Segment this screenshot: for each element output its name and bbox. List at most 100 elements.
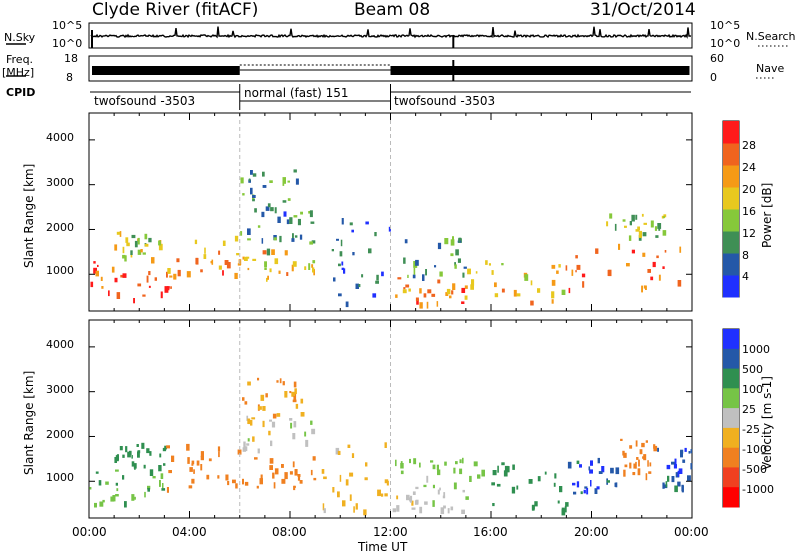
velocity-cell [250,420,253,426]
power-cell [571,269,574,276]
power-cb-tick-24: 24 [742,161,756,174]
velocity-cell [437,469,441,476]
power-cell [247,228,251,235]
power-cell [311,240,316,244]
velocity-cell [561,509,566,516]
power-colorbar-band [723,209,739,232]
power-cell [431,293,436,297]
velocity-cell [191,463,194,466]
velocity-cell [363,509,367,516]
power-cell [291,238,295,242]
power-cell [471,279,475,286]
velocity-cell [349,494,352,501]
velocity-cell [469,475,472,482]
velocity-cell [282,381,285,386]
power-cell [274,258,279,265]
velocity-cell [579,464,582,468]
power-cell [436,301,439,307]
velocity-cell [432,500,435,507]
power-cell [170,286,172,289]
power-cell [629,221,632,226]
power-cell [222,270,224,276]
velocity-cell [537,476,541,482]
velocity-cell [662,482,665,489]
velocity-cell [162,483,164,489]
freq-tick-high: 18 [64,52,78,65]
power-cell [308,211,312,214]
power-cell [195,257,199,265]
velocity-cell [323,508,326,514]
velocity-cell [419,506,423,514]
power-cell [551,299,554,304]
power-cell [282,200,287,203]
velocity-cell [342,500,346,507]
power-cell [200,269,203,273]
velocity-cell [355,503,358,510]
power-cell [641,213,644,217]
velocity-colorbar-band [723,368,739,389]
power-cell [252,195,256,198]
velocity-cell [409,497,412,502]
velocity-cell [294,469,298,476]
power-cell [462,272,465,278]
power-cell [403,257,406,264]
power-cell [134,240,138,248]
power-cell [252,258,257,261]
power-cell [137,249,142,255]
power-cell [524,274,529,281]
power-cell [558,264,561,268]
power-cell [450,253,454,257]
power-cell [361,274,364,278]
velocity-cell [633,463,636,469]
velocity-cb-tick--1000: -1000 [742,483,774,496]
velocity-cell [257,448,260,454]
velocity-cell [641,442,645,448]
power-cell [419,288,422,294]
velocity-cell [284,472,288,480]
velocity-cell [115,455,119,462]
power-cell [299,234,303,240]
velocity-cell [583,489,586,494]
velocity-cell [678,468,683,474]
velocity-cell [312,456,316,461]
power-cell [408,288,411,292]
velocity-cell [687,475,691,482]
power-cell [494,293,499,298]
velocity-ytick-3000: 3000 [46,383,74,396]
velocity-cell [304,431,307,437]
velocity-cell [406,494,410,501]
velocity-cell [272,472,275,479]
power-cell [461,301,465,304]
velocity-cell [392,508,396,513]
power-cell [226,262,231,269]
power-cell [662,266,665,269]
power-cell [295,178,299,185]
velocity-cell [321,469,325,474]
velocity-cell [254,457,258,460]
power-cell [437,279,441,284]
power-cell [262,250,267,255]
velocity-cell [684,447,687,452]
power-cell [274,207,277,214]
freq-band [390,66,690,75]
power-cell [114,277,118,283]
velocity-cell [345,479,349,486]
power-cell [247,267,250,271]
velocity-cell [576,481,580,488]
power-cell [677,280,682,287]
velocity-cell [323,476,327,480]
power-cell [402,289,407,294]
power-cell [140,249,143,253]
power-cell [308,263,311,270]
velocity-cell [337,450,341,455]
power-cell [278,270,281,274]
nsky-label: N.Sky [4,31,36,44]
velocity-cell [235,483,238,489]
power-cell [614,223,617,231]
power-cell [341,218,344,225]
power-cell [375,280,379,284]
power-cell [679,246,682,253]
velocity-cell [639,449,643,455]
velocity-cell [262,406,266,411]
velocity-cell [623,452,627,458]
